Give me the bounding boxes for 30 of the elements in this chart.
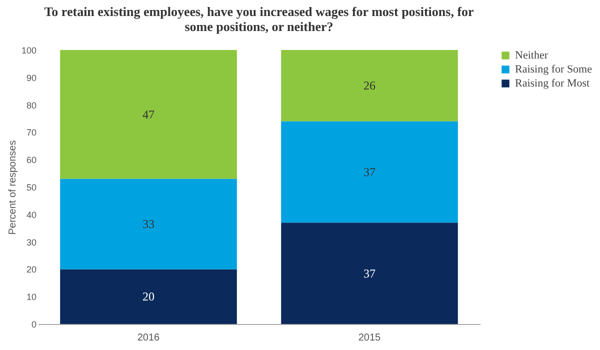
y-axis-title: Percent of responses [7,140,18,235]
legend-label: Raising for Some [515,64,592,76]
bar [281,121,458,223]
data-label: 20 [142,290,154,304]
bar [60,178,237,270]
y-tick-label: 0 [31,320,36,330]
chart-title: To retain existing employees, have you increased wages for most positions, for some positions, or neither? [44,4,474,34]
y-tick-label: 80 [26,100,36,110]
data-label: 37 [364,266,376,280]
y-tick-label: 70 [26,128,36,138]
bar [281,222,458,324]
bar [60,269,237,324]
legend-label: Raising for Most [515,78,590,90]
y-tick-label: 100 [21,46,36,56]
y-tick-label: 50 [26,182,36,192]
y-tick-label: 30 [26,237,36,248]
data-label: 47 [142,107,154,122]
data-label: 26 [364,78,376,93]
x-tick-label: 2015 [358,332,382,344]
data-label: 37 [364,164,376,179]
x-tick-label: 2016 [137,332,160,344]
legend-label: Neither [515,50,548,62]
data-label: 33 [142,216,154,231]
y-tick-label: 10 [26,292,36,302]
y-tick-label: 20 [26,264,36,275]
y-tick-label: 90 [26,72,36,83]
bar [60,50,237,179]
y-tick-label: 40 [26,210,36,220]
y-tick-label: 60 [26,155,36,166]
bar [281,50,458,122]
